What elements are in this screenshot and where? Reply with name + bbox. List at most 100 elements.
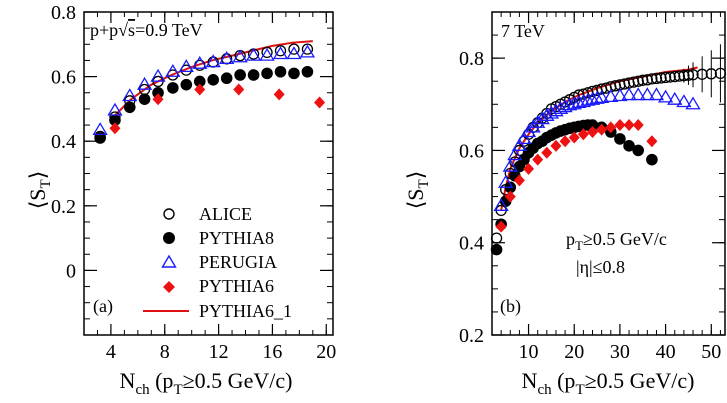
- point-alice: [664, 71, 676, 83]
- y-tick-label: 0.6: [51, 67, 76, 89]
- point-perugia: [589, 90, 605, 104]
- point-perugia: [299, 44, 316, 58]
- point-pythia6: [194, 83, 206, 96]
- point-pythia6: [559, 135, 571, 148]
- point-pythia6: [541, 146, 553, 159]
- point-pythia8: [193, 75, 206, 88]
- point-alice: [646, 73, 658, 85]
- point-perugia: [122, 88, 138, 102]
- point-perugia: [621, 87, 637, 101]
- point-perugia: [136, 76, 153, 90]
- x-tick-label: 20: [316, 341, 336, 363]
- legend-item-pythia6-1: PYTHIA6_1: [143, 301, 292, 321]
- point-perugia: [92, 122, 108, 136]
- point-alice: [659, 71, 672, 84]
- point-pythia6: [109, 122, 121, 135]
- point-pythia6: [646, 135, 658, 148]
- point-pythia8: [614, 133, 626, 145]
- y-tick-label: 0.4: [459, 233, 484, 255]
- point-pythia8: [288, 67, 300, 80]
- point-perugia: [525, 119, 541, 133]
- legend-label-pythia6: PYTHIA6: [199, 276, 274, 296]
- panel-b-x-axis-label: Nch (pT≥0.5 GeV/c): [522, 368, 695, 398]
- legend: ALICE PYTHIA8 PERUGIA PYTHIA6 PYTHIA6_1: [143, 204, 292, 321]
- legend-label-alice: ALICE: [199, 204, 252, 224]
- y-tick-label: 0.2: [51, 196, 76, 218]
- x-tick-label: 8: [160, 341, 170, 363]
- point-perugia: [259, 47, 275, 61]
- point-perugia: [685, 96, 701, 110]
- point-perugia: [603, 89, 619, 103]
- point-perugia: [667, 91, 683, 105]
- point-perugia: [511, 138, 528, 151]
- point-alice: [301, 43, 314, 55]
- x-tick-label: 30: [610, 341, 630, 363]
- point-pythia8: [167, 82, 179, 94]
- legend-item-alice: ALICE: [163, 204, 252, 224]
- panel-a-label: (a): [93, 296, 113, 317]
- point-perugia: [192, 55, 208, 69]
- point-perugia: [502, 158, 518, 172]
- point-pythia8: [220, 72, 233, 85]
- point-perugia: [219, 51, 235, 64]
- point-perugia: [507, 147, 523, 161]
- legend-marker-pythia6: [163, 281, 175, 293]
- point-pythia6: [504, 190, 516, 203]
- y-tick-label: 0.4: [51, 131, 76, 153]
- panel-b-y-axis-label: ⟨ST⟩: [403, 171, 432, 210]
- point-perugia: [584, 91, 601, 105]
- point-perugia: [150, 68, 166, 82]
- point-perugia: [612, 88, 628, 102]
- point-perugia: [575, 94, 592, 108]
- point-pythia8: [94, 132, 106, 144]
- point-pythia6: [614, 119, 626, 132]
- point-pythia8: [138, 93, 151, 106]
- point-pythia8: [490, 243, 503, 256]
- point-pythia8: [632, 144, 644, 157]
- legend-label-perugia: PERUGIA: [199, 252, 277, 272]
- x-tick-label: 16: [262, 341, 282, 363]
- point-perugia: [520, 124, 537, 138]
- point-pythia6: [587, 125, 599, 138]
- point-pythia8: [123, 101, 136, 114]
- panel-b-annotation: 7 TeV: [501, 21, 545, 41]
- panel-a-annotation: p+p√s=0.9 TeV: [90, 20, 203, 40]
- y-tick-label: 0: [66, 260, 76, 282]
- point-pythia6: [568, 131, 580, 144]
- point-pythia8: [234, 69, 246, 81]
- point-pythia6: [550, 139, 562, 152]
- point-pythia6: [577, 128, 589, 141]
- point-perugia: [639, 87, 655, 101]
- x-tick-label: 50: [701, 341, 721, 363]
- point-perugia: [107, 102, 123, 116]
- point-alice: [655, 72, 667, 84]
- point-pythia6: [495, 220, 507, 233]
- y-tick-label: 0.6: [459, 140, 484, 162]
- y-tick-label: 0.8: [51, 2, 76, 24]
- legend-marker-alice: [163, 208, 175, 220]
- x-tick-label: 10: [519, 341, 539, 363]
- y-tick-label: 0.2: [459, 325, 484, 347]
- point-alice: [490, 232, 503, 244]
- point-perugia: [562, 97, 578, 111]
- point-pythia6: [632, 119, 644, 132]
- point-perugia: [580, 92, 596, 106]
- panel-b-cut-pt: pT≥0.5 GeV/c: [566, 229, 667, 253]
- x-tick-label: 40: [656, 341, 676, 363]
- legend-marker-perugia: [161, 254, 177, 268]
- point-perugia: [566, 96, 582, 110]
- point-pythia8: [152, 86, 164, 99]
- point-perugia: [630, 87, 646, 101]
- point-perugia: [245, 47, 262, 61]
- point-pythia8: [646, 153, 658, 166]
- panel-b-cut-eta: |η|≤0.8: [576, 257, 625, 277]
- point-pythia8: [261, 67, 273, 80]
- legend-item-pythia6: PYTHIA6: [163, 276, 274, 296]
- panel-b: 10 20 30 40 50 0.2 0.4 0.6 0.8 7 TeV pT≥0.5 GeV/…: [403, 11, 727, 398]
- point-perugia: [286, 46, 302, 60]
- point-alice: [288, 43, 300, 55]
- point-pythia8: [247, 69, 260, 81]
- legend-label-pythia8: PYTHIA8: [199, 228, 274, 248]
- point-pythia8: [207, 74, 220, 86]
